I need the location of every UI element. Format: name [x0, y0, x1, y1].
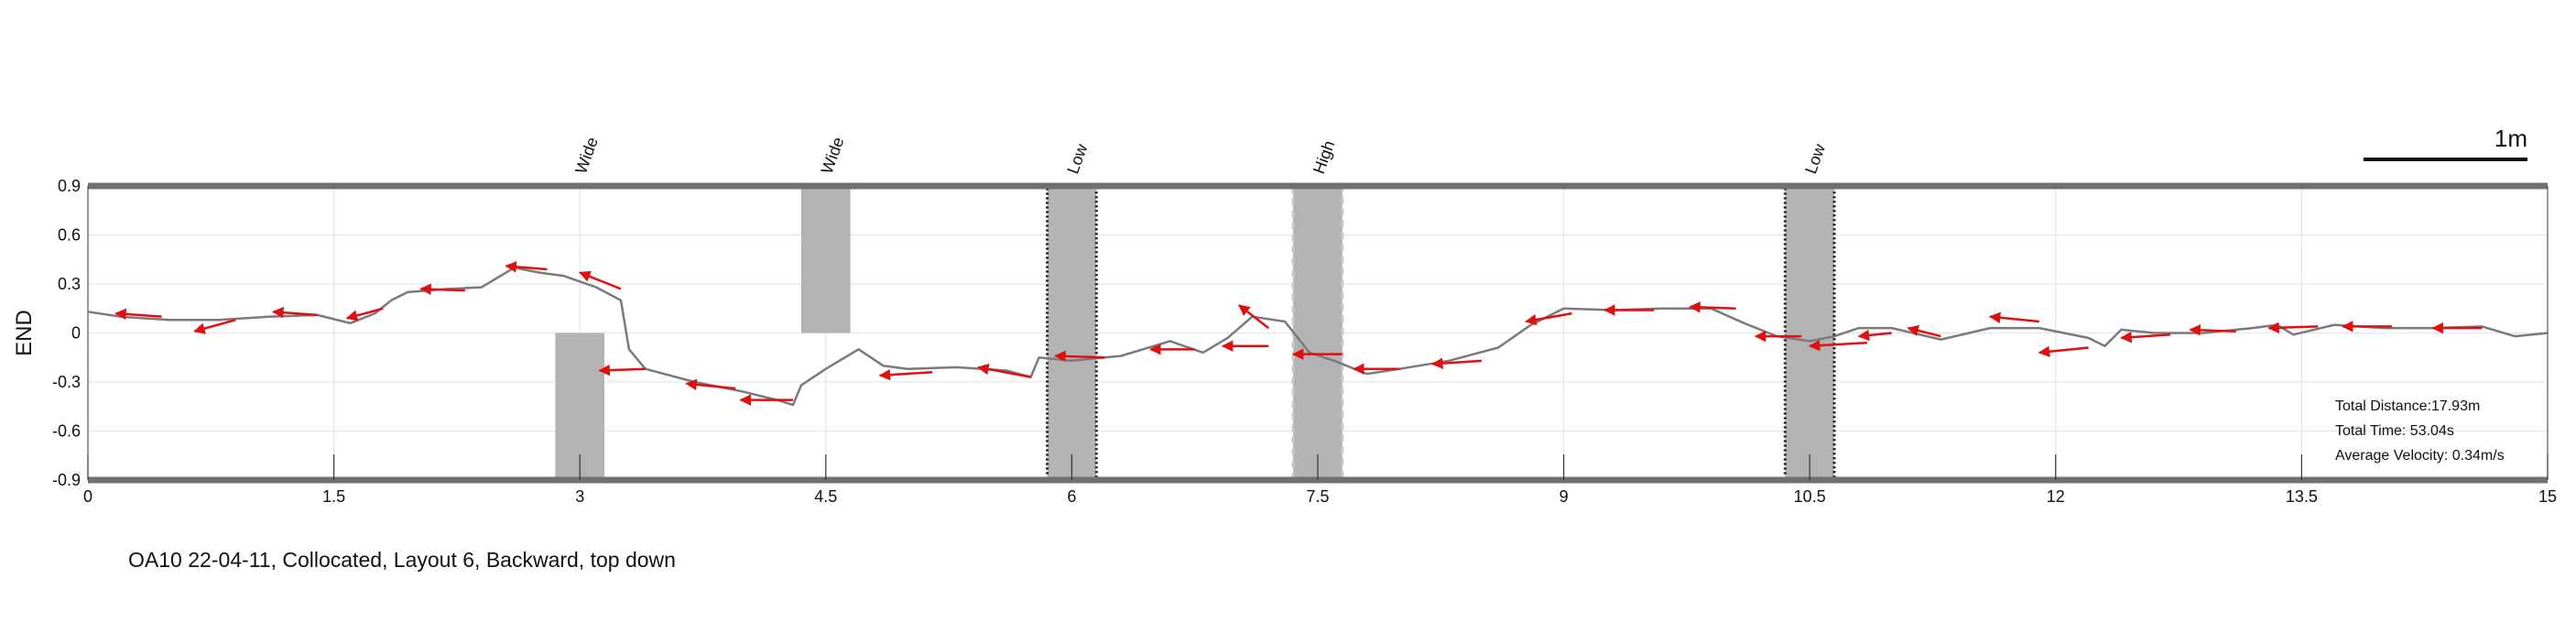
obstacle-low-2 — [1046, 184, 1098, 482]
y-tick-label: 0 — [71, 324, 81, 343]
orientation-arrow — [977, 363, 1031, 378]
figure-caption: OA10 22-04-11, Collocated, Layout 6, Bac… — [128, 548, 676, 572]
scale-bar: 1m — [2363, 125, 2527, 161]
orientation-arrow — [1689, 301, 1736, 313]
orientation-arrow — [272, 306, 318, 319]
y-tick-label: 0.9 — [58, 177, 81, 195]
stat-line: Average Velocity: 0.34m/s — [2335, 448, 2505, 464]
orientation-arrow — [1238, 304, 1270, 330]
orientation-arrow — [1525, 311, 1572, 326]
obstacle-label: Wide — [571, 135, 602, 176]
orientation-arrows — [114, 261, 2483, 406]
orientation-arrow — [419, 283, 465, 296]
orientation-arrow — [1988, 311, 2040, 324]
stat-line: Total Distance:17.93m — [2335, 398, 2480, 414]
y-tick-label: 0.6 — [58, 226, 81, 245]
orientation-arrow — [2189, 324, 2236, 336]
obstacle-label: High — [1310, 138, 1338, 177]
orientation-arrow — [114, 308, 162, 321]
y-tick-label: 0.3 — [58, 275, 81, 293]
orientation-arrow — [1054, 350, 1105, 363]
y-tick-label: -0.3 — [52, 373, 81, 391]
orientation-arrow — [598, 364, 646, 377]
orientation-arrow — [1431, 357, 1483, 369]
orientation-arrow — [2038, 345, 2089, 358]
axes: Wide Wide Low High Low 0 1.5 3 4.5 6 7.5 9 10.5 12 13.… — [12, 135, 2557, 506]
stats-box: Total Distance:17.93m Total Time: 53.04s A… — [2335, 398, 2505, 464]
y-tick-label: -0.9 — [52, 471, 81, 489]
obstacle-low-4 — [1783, 184, 1836, 482]
orientation-arrow — [505, 261, 548, 273]
stat-line: Total Time: 53.04s — [2335, 423, 2454, 439]
obstacle-label: Wide — [818, 135, 848, 176]
x-tick-label: 10.5 — [1794, 487, 1826, 506]
scale-bar-label: 1m — [2494, 125, 2527, 152]
x-tick-label: 4.5 — [814, 487, 837, 506]
x-tick-label: 0 — [83, 487, 92, 506]
x-tick-label: 9 — [1560, 487, 1569, 506]
obstacle-high-3 — [1291, 184, 1344, 482]
obstacles — [555, 184, 1836, 482]
orientation-arrow — [685, 378, 736, 391]
x-tick-label: 15 — [2538, 487, 2557, 506]
y-axis-label: END — [12, 310, 37, 356]
orientation-arrow — [2267, 322, 2319, 334]
x-tick-label: 13.5 — [2286, 487, 2318, 506]
orientation-arrow — [579, 270, 622, 290]
x-tick-label: 12 — [2047, 487, 2065, 506]
x-tick-label: 3 — [575, 487, 584, 506]
orientation-arrow — [1857, 329, 1892, 342]
orientation-arrow — [878, 368, 933, 381]
x-tick-label: 6 — [1067, 487, 1076, 506]
y-tick-label: -0.6 — [52, 422, 81, 441]
obstacle-label: Low — [1801, 141, 1829, 177]
orientation-arrow — [193, 319, 236, 334]
orientation-arrow — [345, 307, 384, 322]
orientation-arrow — [2120, 331, 2171, 344]
x-tick-label: 1.5 — [322, 487, 345, 506]
orientation-arrow — [1808, 339, 1867, 352]
obstacle-label: Low — [1063, 141, 1091, 177]
obstacle-wide-1 — [800, 186, 851, 333]
x-tick-label: 7.5 — [1306, 487, 1329, 506]
orientation-arrow — [1907, 324, 1941, 338]
